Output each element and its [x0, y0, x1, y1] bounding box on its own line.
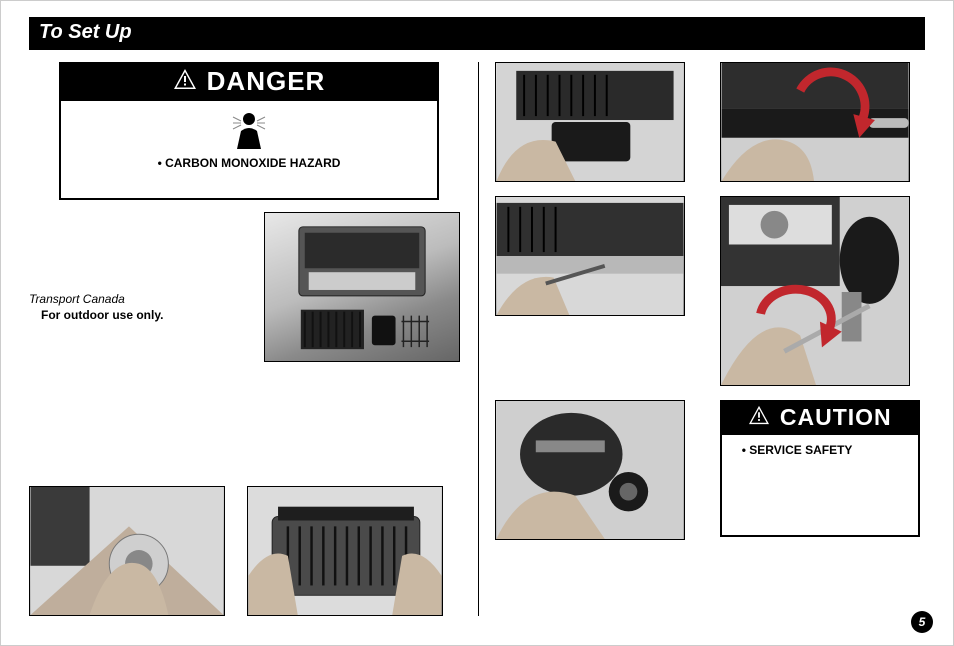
photo-burner-knob [29, 486, 225, 616]
red-arrow-icon [721, 197, 909, 385]
caution-hazard-line: • SERVICE SAFETY [734, 443, 906, 457]
two-column-layout: DANGER [29, 62, 925, 616]
transport-canada-text: Transport Canada [29, 292, 246, 308]
section-title: To Set Up [39, 21, 132, 43]
page-number: 5 [919, 615, 926, 629]
left-column: DANGER [29, 62, 478, 616]
danger-header-text: DANGER [207, 66, 326, 97]
photo-loosen-screw [495, 196, 685, 316]
outdoor-use-text: For outdoor use only. [29, 308, 246, 324]
danger-body: • CARBON MONOXIDE HAZARD [61, 101, 437, 198]
caution-box: CAUTION • SERVICE SAFETY [720, 400, 920, 537]
photo-place-grate [247, 486, 443, 616]
red-arrow-icon [721, 63, 909, 181]
danger-header: DANGER [61, 64, 437, 101]
section-title-bar: To Set Up [29, 17, 925, 50]
photo-turn-valve [720, 62, 910, 182]
warning-triangle-icon [748, 404, 770, 431]
transport-text-block: Transport Canada For outdoor use only. [29, 212, 246, 323]
row-bottom-left-photos [29, 486, 460, 616]
row-transport-kit: Transport Canada For outdoor use only. [29, 212, 460, 362]
caution-header-text: CAUTION [780, 404, 892, 431]
caution-header: CAUTION [722, 402, 918, 435]
photo-attach-cylinder [720, 196, 910, 386]
danger-box: DANGER [59, 62, 439, 200]
caution-body: • SERVICE SAFETY [722, 435, 918, 535]
page-number-badge: 5 [911, 611, 933, 633]
warning-triangle-icon [173, 66, 197, 97]
photo-cylinder-fitting [495, 400, 685, 540]
photo-stove-kit [264, 212, 460, 362]
right-image-grid: CAUTION • SERVICE SAFETY [495, 62, 926, 549]
right-column: CAUTION • SERVICE SAFETY [479, 62, 926, 616]
photo-grease-tray [495, 62, 685, 182]
danger-hazard-line: • CARBON MONOXIDE HAZARD [73, 156, 425, 170]
inhalation-hazard-icon [227, 138, 271, 152]
